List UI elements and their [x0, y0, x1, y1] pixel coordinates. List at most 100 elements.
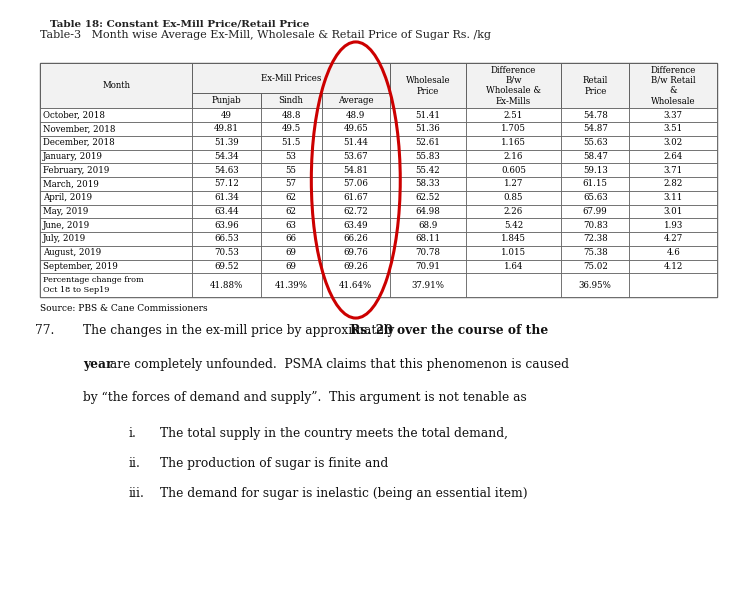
Text: 57.06: 57.06	[343, 179, 368, 188]
Text: The total supply in the country meets the total demand,: The total supply in the country meets th…	[160, 427, 508, 440]
Text: The changes in the ex-mill price by approximately: The changes in the ex-mill price by appr…	[83, 324, 398, 337]
Text: 62.72: 62.72	[344, 207, 368, 216]
Text: 37.91%: 37.91%	[411, 281, 444, 290]
Text: Source: PBS & Cane Commissioners: Source: PBS & Cane Commissioners	[40, 304, 208, 313]
Text: 69.76: 69.76	[344, 248, 368, 257]
Text: 3.01: 3.01	[663, 207, 683, 216]
Text: Difference
B/w Retail
&
Wholesale: Difference B/w Retail & Wholesale	[650, 65, 696, 106]
Text: Wholesale
Price: Wholesale Price	[405, 76, 450, 95]
Text: 41.64%: 41.64%	[339, 281, 372, 290]
Text: November, 2018: November, 2018	[43, 124, 116, 133]
Text: 66.53: 66.53	[214, 235, 239, 244]
Text: 54.78: 54.78	[583, 110, 608, 119]
Text: 70.83: 70.83	[583, 221, 608, 230]
Text: 70.53: 70.53	[214, 248, 239, 257]
Text: 1.705: 1.705	[501, 124, 526, 133]
Text: 57: 57	[286, 179, 297, 188]
Text: 49: 49	[221, 110, 232, 119]
Text: 41.39%: 41.39%	[275, 281, 308, 290]
Text: 51.39: 51.39	[214, 138, 239, 147]
Text: Average: Average	[338, 97, 374, 106]
Text: 36.95%: 36.95%	[579, 281, 611, 290]
Text: 3.71: 3.71	[663, 166, 682, 175]
Text: The demand for sugar is inelastic (being an essential item): The demand for sugar is inelastic (being…	[160, 487, 528, 500]
Text: The production of sugar is finite and: The production of sugar is finite and	[160, 457, 388, 470]
Text: 69: 69	[286, 262, 297, 271]
Text: 59.13: 59.13	[583, 166, 608, 175]
Text: 66.26: 66.26	[344, 235, 368, 244]
Text: 2.16: 2.16	[504, 152, 523, 161]
Text: 68.9: 68.9	[419, 221, 438, 230]
Text: 62: 62	[286, 207, 297, 216]
Text: 69: 69	[286, 248, 297, 257]
Text: 3.51: 3.51	[663, 124, 682, 133]
Text: 51.41: 51.41	[416, 110, 441, 119]
Text: 58.33: 58.33	[416, 179, 441, 188]
Text: 55.83: 55.83	[416, 152, 441, 161]
Text: 77.: 77.	[35, 324, 54, 337]
Text: 65.63: 65.63	[583, 193, 608, 202]
Text: Table-3   Month wise Average Ex-Mill, Wholesale & Retail Price of Sugar Rs. /kg: Table-3 Month wise Average Ex-Mill, Whol…	[40, 30, 491, 40]
Text: 5.42: 5.42	[504, 221, 523, 230]
Text: 63.49: 63.49	[344, 221, 368, 230]
Text: 55: 55	[286, 166, 297, 175]
Text: Punjab: Punjab	[212, 97, 241, 106]
Text: 1.93: 1.93	[663, 221, 682, 230]
Text: 63.44: 63.44	[214, 207, 239, 216]
Text: 55.42: 55.42	[416, 166, 441, 175]
Text: January, 2019: January, 2019	[43, 152, 103, 161]
Text: Ex-Mill Prices: Ex-Mill Prices	[261, 74, 321, 83]
Text: 55.63: 55.63	[583, 138, 608, 147]
Text: year: year	[83, 358, 112, 371]
Text: Sindh: Sindh	[279, 97, 303, 106]
Text: 1.165: 1.165	[501, 138, 526, 147]
Text: October, 2018: October, 2018	[43, 110, 106, 119]
Text: February, 2019: February, 2019	[43, 166, 110, 175]
Text: 63: 63	[286, 221, 297, 230]
Text: 61.34: 61.34	[214, 193, 239, 202]
Text: September, 2019: September, 2019	[43, 262, 118, 271]
Text: 68.11: 68.11	[416, 235, 441, 244]
Text: Month: Month	[103, 81, 130, 90]
Text: by “the forces of demand and supply”.  This argument is not tenable as: by “the forces of demand and supply”. Th…	[83, 391, 526, 404]
Text: 3.11: 3.11	[663, 193, 683, 202]
Text: December, 2018: December, 2018	[43, 138, 115, 147]
Text: 48.8: 48.8	[281, 110, 301, 119]
Text: June, 2019: June, 2019	[43, 221, 90, 230]
Text: August, 2019: August, 2019	[43, 248, 101, 257]
Text: 61.67: 61.67	[343, 193, 368, 202]
Text: 2.82: 2.82	[663, 179, 683, 188]
Text: 49.65: 49.65	[344, 124, 368, 133]
Text: Difference
B/w
Wholesale &
Ex-Mills: Difference B/w Wholesale & Ex-Mills	[486, 65, 541, 106]
Text: Rs. 20 over the course of the: Rs. 20 over the course of the	[350, 324, 548, 337]
Text: 1.64: 1.64	[504, 262, 523, 271]
Text: 53: 53	[286, 152, 297, 161]
Text: 52.61: 52.61	[416, 138, 441, 147]
Text: 0.605: 0.605	[501, 166, 526, 175]
Text: 70.78: 70.78	[416, 248, 441, 257]
Text: 58.47: 58.47	[583, 152, 608, 161]
Text: 62: 62	[286, 193, 297, 202]
Text: 1.27: 1.27	[504, 179, 523, 188]
Text: July, 2019: July, 2019	[43, 235, 86, 244]
Text: 67.99: 67.99	[583, 207, 608, 216]
Text: 48.9: 48.9	[346, 110, 366, 119]
Text: 62.52: 62.52	[416, 193, 441, 202]
Text: 70.91: 70.91	[416, 262, 441, 271]
Text: 75.38: 75.38	[583, 248, 608, 257]
Text: 54.87: 54.87	[583, 124, 608, 133]
Text: Percentage change from
Oct 18 to Sep19: Percentage change from Oct 18 to Sep19	[43, 277, 144, 294]
Text: 75.02: 75.02	[583, 262, 608, 271]
Text: 57.12: 57.12	[214, 179, 239, 188]
Text: May, 2019: May, 2019	[43, 207, 89, 216]
Text: March, 2019: March, 2019	[43, 179, 99, 188]
Text: 2.26: 2.26	[504, 207, 523, 216]
Text: 1.845: 1.845	[501, 235, 526, 244]
Text: 53.67: 53.67	[344, 152, 368, 161]
Text: Table 18: Constant Ex-Mill Price/Retail Price: Table 18: Constant Ex-Mill Price/Retail …	[50, 19, 309, 28]
Text: 0.85: 0.85	[504, 193, 523, 202]
Text: 54.63: 54.63	[214, 166, 239, 175]
Text: April, 2019: April, 2019	[43, 193, 92, 202]
Text: ii.: ii.	[128, 457, 140, 470]
Text: 61.15: 61.15	[583, 179, 608, 188]
